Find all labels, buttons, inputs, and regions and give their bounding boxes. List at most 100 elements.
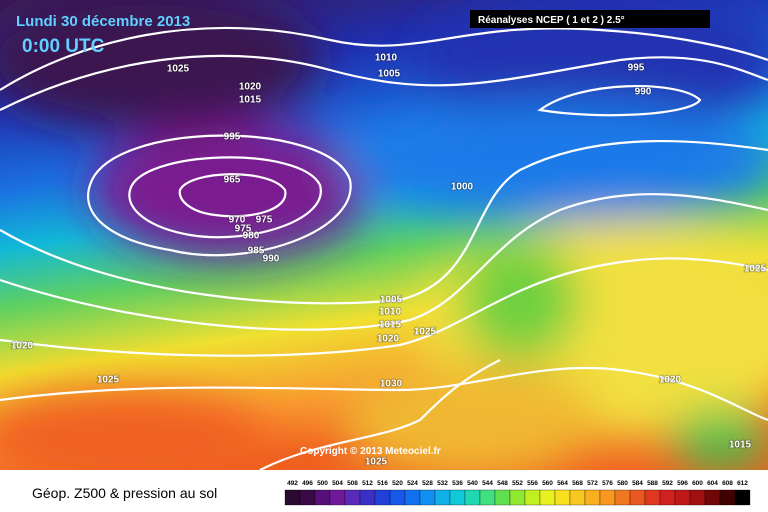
scale-swatch <box>584 489 601 506</box>
isobar-label: 1020 <box>11 341 34 352</box>
scale-swatch <box>329 489 346 506</box>
scale-label: 516 <box>377 480 388 487</box>
isobar-label: 1020 <box>659 375 682 386</box>
scale-label: 548 <box>497 480 508 487</box>
scale-label: 572 <box>587 480 598 487</box>
scale-swatch <box>419 489 436 506</box>
isobar-label: 1025 <box>414 327 437 338</box>
source: Réanalyses NCEP ( 1 et 2 ) 2.5° <box>478 15 625 26</box>
scale-swatch <box>344 489 361 506</box>
scale-label: 604 <box>707 480 718 487</box>
scale-swatch <box>734 489 751 506</box>
isobar-label: 970 <box>229 215 246 226</box>
scale-label: 608 <box>722 480 733 487</box>
scale-swatch <box>299 489 316 506</box>
isobar-label: 1005 <box>380 295 403 306</box>
scale-swatch <box>389 489 406 506</box>
scale-label: 532 <box>437 480 448 487</box>
scale-label: 588 <box>647 480 658 487</box>
scale-swatch <box>554 489 571 506</box>
scale-label: 508 <box>347 480 358 487</box>
time: 0:00 UTC <box>22 36 105 57</box>
isobar-label: 1015 <box>729 440 752 451</box>
isobar-label: 995 <box>628 63 645 74</box>
field <box>0 0 768 470</box>
scale-label: 520 <box>392 480 403 487</box>
scale-label: 580 <box>617 480 628 487</box>
scale-swatch <box>704 489 721 506</box>
isobar-label: 1025 <box>744 264 767 275</box>
isobar-label: 1030 <box>380 379 403 390</box>
scale-label: 528 <box>422 480 433 487</box>
isobar-label: 975 <box>256 215 273 226</box>
scale-label: 568 <box>572 480 583 487</box>
scale-swatch <box>449 489 466 506</box>
isobar-label: 990 <box>263 254 280 265</box>
scale-swatch <box>359 489 376 506</box>
isobar-label: 980 <box>243 231 260 242</box>
isobar-label: 1015 <box>379 320 402 331</box>
scale-swatch <box>509 489 526 506</box>
scale-label: 600 <box>692 480 703 487</box>
scale-swatch <box>464 489 481 506</box>
scale-label: 596 <box>677 480 688 487</box>
scale-swatch <box>404 489 421 506</box>
scale-swatch <box>599 489 616 506</box>
isobar-label: 1010 <box>375 53 398 64</box>
scale-swatch <box>659 489 676 506</box>
scale-swatch <box>284 489 301 506</box>
isobar-label: 1025 <box>97 375 120 386</box>
scale-label: 524 <box>407 480 418 487</box>
isobar-label: 965 <box>224 175 241 186</box>
scale-swatch <box>614 489 631 506</box>
scale-label: 504 <box>332 480 343 487</box>
isobar-label: 1010 <box>379 307 402 318</box>
isobar-label: 990 <box>635 87 652 98</box>
scale-label: 564 <box>557 480 568 487</box>
scale-label: 584 <box>632 480 643 487</box>
scale-label: 556 <box>527 480 538 487</box>
scale-swatch <box>539 489 556 506</box>
scale-label: 540 <box>467 480 478 487</box>
isobar-label: 1020 <box>239 82 262 93</box>
isobar-label: 995 <box>224 132 241 143</box>
scale-swatch <box>314 489 331 506</box>
scale-swatch <box>374 489 391 506</box>
scale-swatch <box>569 489 586 506</box>
isobar-label: 985 <box>248 246 265 257</box>
isobar-label: 1005 <box>378 69 401 80</box>
scale-swatch <box>494 489 511 506</box>
scale-swatch <box>689 489 706 506</box>
scale-label: 544 <box>482 480 493 487</box>
source-box <box>470 10 710 28</box>
scale-label: 560 <box>542 480 553 487</box>
scale-swatch <box>674 489 691 506</box>
isobar-label: 1025 <box>167 64 190 75</box>
scale-swatch <box>644 489 661 506</box>
scale-label: 552 <box>512 480 523 487</box>
scale-label: 496 <box>302 480 313 487</box>
scale-label: 536 <box>452 480 463 487</box>
copyright: Copyright © 2013 Meteociel.fr <box>300 446 441 457</box>
scale-label: 592 <box>662 480 673 487</box>
scale-label: 512 <box>362 480 373 487</box>
scale-swatch <box>629 489 646 506</box>
scale-label: 612 <box>737 480 748 487</box>
scale-label: 576 <box>602 480 613 487</box>
date: Lundi 30 décembre 2013 <box>16 13 190 30</box>
scale-label: 492 <box>287 480 298 487</box>
color-scale: 492 496 500 504 508 512 516 520 524 528 532 536 540 5… <box>284 480 751 506</box>
scale-swatch <box>719 489 736 506</box>
isobar-label: 975 <box>235 224 252 235</box>
legend-title: Géop. Z500 & pression au sol <box>32 485 217 501</box>
scale-swatch <box>524 489 541 506</box>
scale-label: 500 <box>317 480 328 487</box>
scale-swatch <box>434 489 451 506</box>
scale-swatch <box>479 489 496 506</box>
isobar-label: 1015 <box>239 95 262 106</box>
isobar-label: 1020 <box>377 334 400 345</box>
isobar-label: 1025 <box>365 457 388 468</box>
